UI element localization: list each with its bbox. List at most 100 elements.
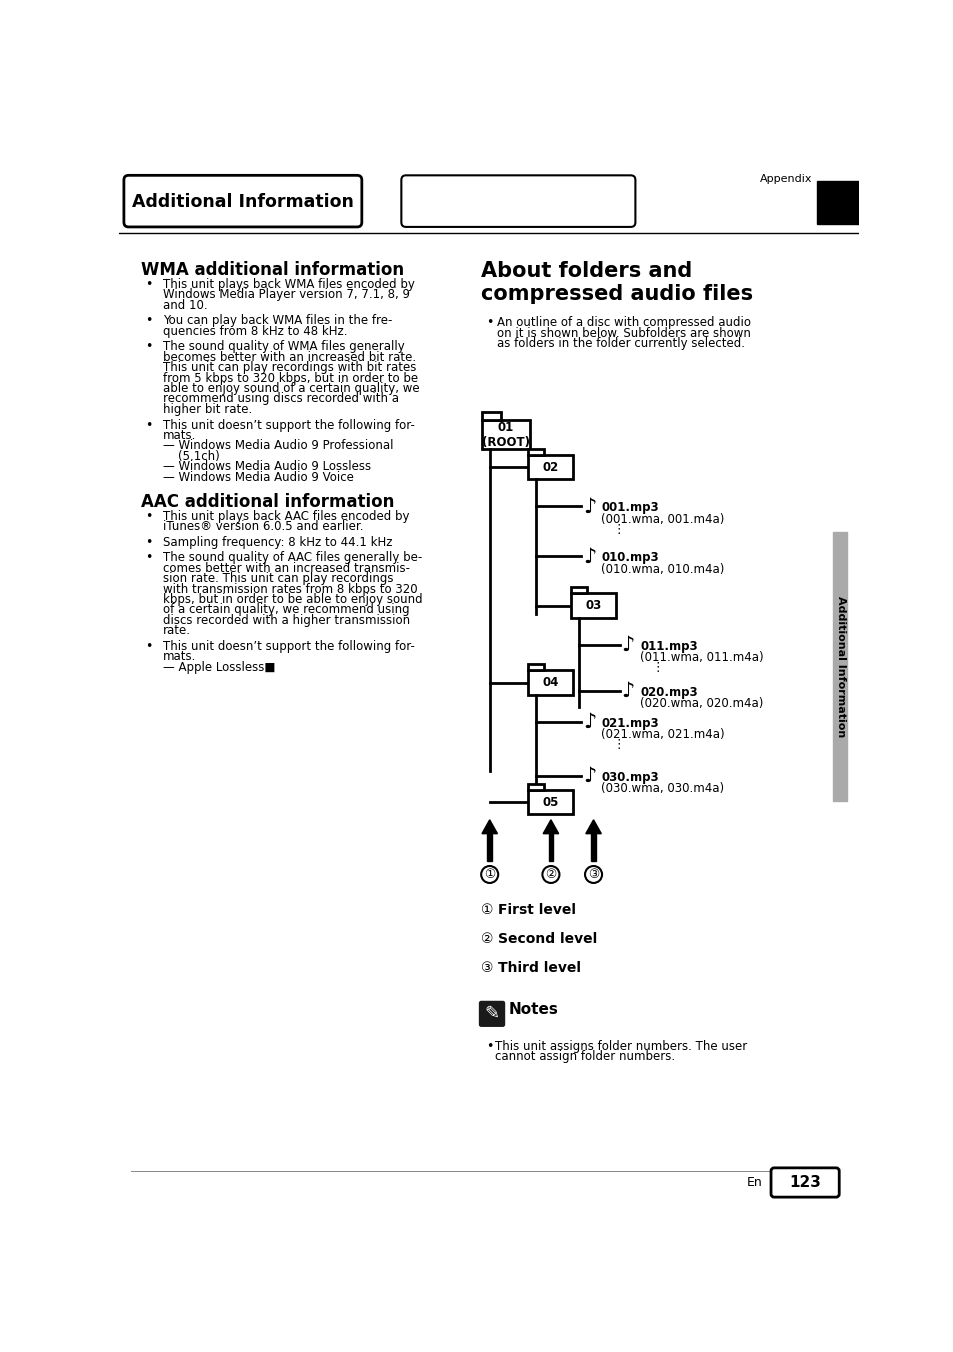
Text: mats.: mats. — [162, 429, 195, 442]
Text: — Windows Media Audio 9 Voice: — Windows Media Audio 9 Voice — [162, 470, 354, 484]
Text: ♪: ♪ — [582, 713, 596, 731]
Text: ✎: ✎ — [484, 1005, 499, 1023]
FancyBboxPatch shape — [770, 1168, 839, 1197]
Text: Sampling frequency: 8 kHz to 44.1 kHz: Sampling frequency: 8 kHz to 44.1 kHz — [162, 535, 392, 549]
Text: comes better with an increased transmis-: comes better with an increased transmis- — [162, 562, 409, 575]
Text: Additional Information: Additional Information — [835, 596, 845, 737]
Text: able to enjoy sound of a certain quality, we: able to enjoy sound of a certain quality… — [162, 383, 418, 395]
Text: First level: First level — [497, 903, 576, 917]
Text: ①: ① — [483, 868, 495, 882]
Text: 010.mp3: 010.mp3 — [600, 552, 659, 564]
Text: 001.mp3: 001.mp3 — [600, 502, 659, 514]
Text: ♪: ♪ — [621, 681, 635, 702]
Text: •: • — [146, 419, 152, 431]
Text: Additional Information: Additional Information — [132, 192, 354, 211]
Text: •: • — [485, 1040, 493, 1053]
Text: •: • — [146, 277, 152, 291]
Text: ③: ③ — [480, 961, 493, 976]
Bar — [571, 594, 616, 618]
Text: becomes better with an increased bit rate.: becomes better with an increased bit rat… — [162, 352, 416, 364]
Text: The sound quality of AAC files generally be-: The sound quality of AAC files generally… — [162, 552, 421, 565]
Text: This unit doesn’t support the following for-: This unit doesn’t support the following … — [162, 639, 415, 653]
Text: higher bit rate.: higher bit rate. — [162, 403, 252, 416]
Text: 05: 05 — [542, 795, 558, 808]
Text: Third level: Third level — [497, 961, 580, 976]
Circle shape — [542, 867, 558, 883]
Text: ⋮: ⋮ — [612, 738, 624, 752]
Text: This unit can play recordings with bit rates: This unit can play recordings with bit r… — [162, 361, 416, 375]
Bar — [528, 671, 573, 695]
Text: Notes: Notes — [509, 1002, 558, 1017]
Text: •: • — [146, 639, 152, 653]
Text: This unit plays back AAC files encoded by: This unit plays back AAC files encoded b… — [162, 510, 409, 522]
Text: •: • — [485, 316, 493, 330]
Text: ♪: ♪ — [582, 546, 596, 566]
Text: 011.mp3: 011.mp3 — [639, 639, 697, 653]
Bar — [481, 412, 500, 420]
Text: rate.: rate. — [162, 625, 191, 637]
Text: Second level: Second level — [497, 933, 597, 946]
Polygon shape — [585, 819, 600, 834]
Text: 123: 123 — [788, 1175, 821, 1190]
Text: ♪: ♪ — [621, 635, 635, 654]
Text: from 5 kbps to 320 kbps, but in order to be: from 5 kbps to 320 kbps, but in order to… — [162, 372, 417, 385]
Polygon shape — [481, 819, 497, 834]
Text: En: En — [746, 1176, 761, 1188]
FancyBboxPatch shape — [124, 176, 361, 227]
Bar — [528, 454, 573, 480]
Text: as folders in the folder currently selected.: as folders in the folder currently selec… — [497, 337, 744, 350]
Text: •: • — [146, 510, 152, 522]
Text: ♪: ♪ — [582, 767, 596, 786]
Text: — Windows Media Audio 9 Professional: — Windows Media Audio 9 Professional — [162, 439, 393, 453]
Text: mats.: mats. — [162, 650, 195, 664]
Text: You can play back WMA files in the fre-: You can play back WMA files in the fre- — [162, 314, 392, 327]
Text: 021.mp3: 021.mp3 — [600, 717, 659, 730]
Text: •: • — [146, 552, 152, 565]
FancyBboxPatch shape — [401, 176, 635, 227]
Text: 01
(ROOT): 01 (ROOT) — [481, 420, 530, 449]
Text: (001.wma, 001.m4a): (001.wma, 001.m4a) — [600, 512, 724, 526]
Bar — [816, 181, 858, 224]
Text: (030.wma, 030.m4a): (030.wma, 030.m4a) — [600, 781, 723, 795]
Text: and 10.: and 10. — [162, 299, 207, 311]
Text: iTunes® version 6.0.5 and earlier.: iTunes® version 6.0.5 and earlier. — [162, 521, 363, 533]
Text: About folders and: About folders and — [480, 261, 692, 281]
Text: cannot assign folder numbers.: cannot assign folder numbers. — [495, 1051, 675, 1064]
Text: This unit plays back WMA files encoded by: This unit plays back WMA files encoded b… — [162, 277, 415, 291]
Text: This unit doesn’t support the following for-: This unit doesn’t support the following … — [162, 419, 415, 431]
Bar — [591, 834, 596, 861]
Bar — [528, 664, 543, 671]
Text: ⋮: ⋮ — [612, 523, 624, 535]
Text: ②: ② — [545, 868, 556, 882]
Text: ③: ③ — [587, 868, 598, 882]
Text: ②: ② — [480, 933, 493, 946]
Text: Windows Media Player version 7, 7.1, 8, 9: Windows Media Player version 7, 7.1, 8, … — [162, 288, 409, 301]
Text: recommend using discs recorded with a: recommend using discs recorded with a — [162, 392, 398, 406]
Bar — [571, 587, 586, 594]
Polygon shape — [542, 819, 558, 834]
Bar — [481, 420, 530, 449]
Circle shape — [584, 867, 601, 883]
Text: •: • — [146, 535, 152, 549]
Text: ①: ① — [480, 903, 493, 917]
Text: of a certain quality, we recommend using: of a certain quality, we recommend using — [162, 603, 409, 617]
Bar — [548, 834, 553, 861]
Bar — [528, 449, 543, 454]
Text: (021.wma, 021.m4a): (021.wma, 021.m4a) — [600, 729, 724, 741]
Circle shape — [480, 867, 497, 883]
Text: 04: 04 — [542, 676, 558, 690]
Text: (5.1ch): (5.1ch) — [162, 450, 219, 462]
Text: The sound quality of WMA files generally: The sound quality of WMA files generally — [162, 341, 404, 353]
Bar — [487, 834, 492, 861]
Bar — [832, 531, 846, 802]
FancyBboxPatch shape — [478, 1000, 505, 1028]
Text: (011.wma, 011.m4a): (011.wma, 011.m4a) — [639, 652, 762, 664]
Text: kbps, but in order to be able to enjoy sound: kbps, but in order to be able to enjoy s… — [162, 594, 422, 606]
Text: •: • — [146, 314, 152, 327]
Text: 03: 03 — [585, 599, 601, 612]
Text: (020.wma, 020.m4a): (020.wma, 020.m4a) — [639, 698, 762, 710]
Text: •: • — [146, 341, 152, 353]
Bar — [528, 790, 573, 814]
Text: quencies from 8 kHz to 48 kHz.: quencies from 8 kHz to 48 kHz. — [162, 324, 347, 338]
Text: (010.wma, 010.m4a): (010.wma, 010.m4a) — [600, 562, 724, 576]
